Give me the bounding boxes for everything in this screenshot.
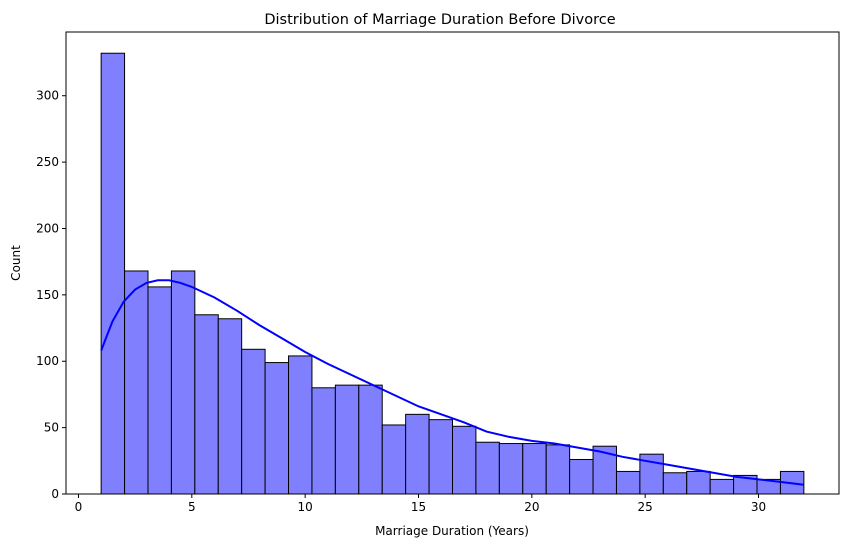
histogram-bar-21 (569, 458, 594, 495)
histogram-bar-9 (288, 355, 313, 495)
histogram-bar-2 (124, 270, 149, 495)
x-tick-label: 25 (638, 500, 653, 514)
y-tick-label: 200 (36, 221, 59, 235)
histogram-bars (100, 52, 805, 495)
y-tick-label: 300 (36, 89, 59, 103)
histogram-bar-19 (522, 443, 547, 495)
x-axis-ticks: 0 5 10 15 20 25 30 (75, 494, 766, 514)
y-tick-label: 150 (36, 288, 59, 302)
histogram-bar-27 (709, 478, 735, 495)
histogram-bar-1 (100, 52, 126, 495)
x-axis-label: Marriage Duration (Years) (375, 524, 529, 538)
x-tick-label: 20 (524, 500, 539, 514)
kde-curve (100, 279, 804, 486)
plot-frame (65, 31, 840, 495)
histogram-bar-16 (452, 425, 477, 495)
y-axis-label: Count (9, 245, 23, 281)
chart-title: Distribution of Marriage Duration Before… (264, 12, 615, 28)
histogram-bar-23 (615, 470, 641, 495)
histogram-bar-14 (405, 413, 430, 495)
y-tick-label: 100 (36, 354, 59, 368)
histogram-bar-25 (662, 472, 688, 495)
histogram-bar-5 (194, 314, 219, 495)
histogram-bar-12 (358, 384, 383, 495)
histogram-bar-11 (334, 384, 360, 495)
histogram-bar-8 (264, 362, 290, 495)
y-tick-label: 250 (36, 155, 59, 169)
histogram-bar-26 (686, 470, 711, 495)
x-tick-label: 10 (298, 500, 313, 514)
x-tick-label: 0 (75, 500, 83, 514)
histogram-bar-6 (217, 318, 243, 495)
histogram-bar-7 (241, 348, 266, 495)
histogram-bar-4 (170, 270, 196, 495)
y-tick-label: 0 (51, 487, 59, 501)
x-tick-label: 5 (188, 500, 196, 514)
histogram-bar-20 (545, 444, 571, 495)
histogram-bar-15 (428, 419, 453, 495)
histogram-bar-13 (381, 424, 407, 495)
histogram-bar-17 (475, 441, 500, 495)
y-axis-ticks: 0 50 100 150 200 250 300 (36, 89, 66, 501)
histogram-bar-10 (311, 387, 336, 495)
histogram-bar-18 (498, 443, 524, 495)
y-tick-label: 50 (44, 421, 59, 435)
x-tick-label: 15 (411, 500, 426, 514)
histogram-bar-3 (147, 286, 172, 495)
x-tick-label: 30 (751, 500, 766, 514)
